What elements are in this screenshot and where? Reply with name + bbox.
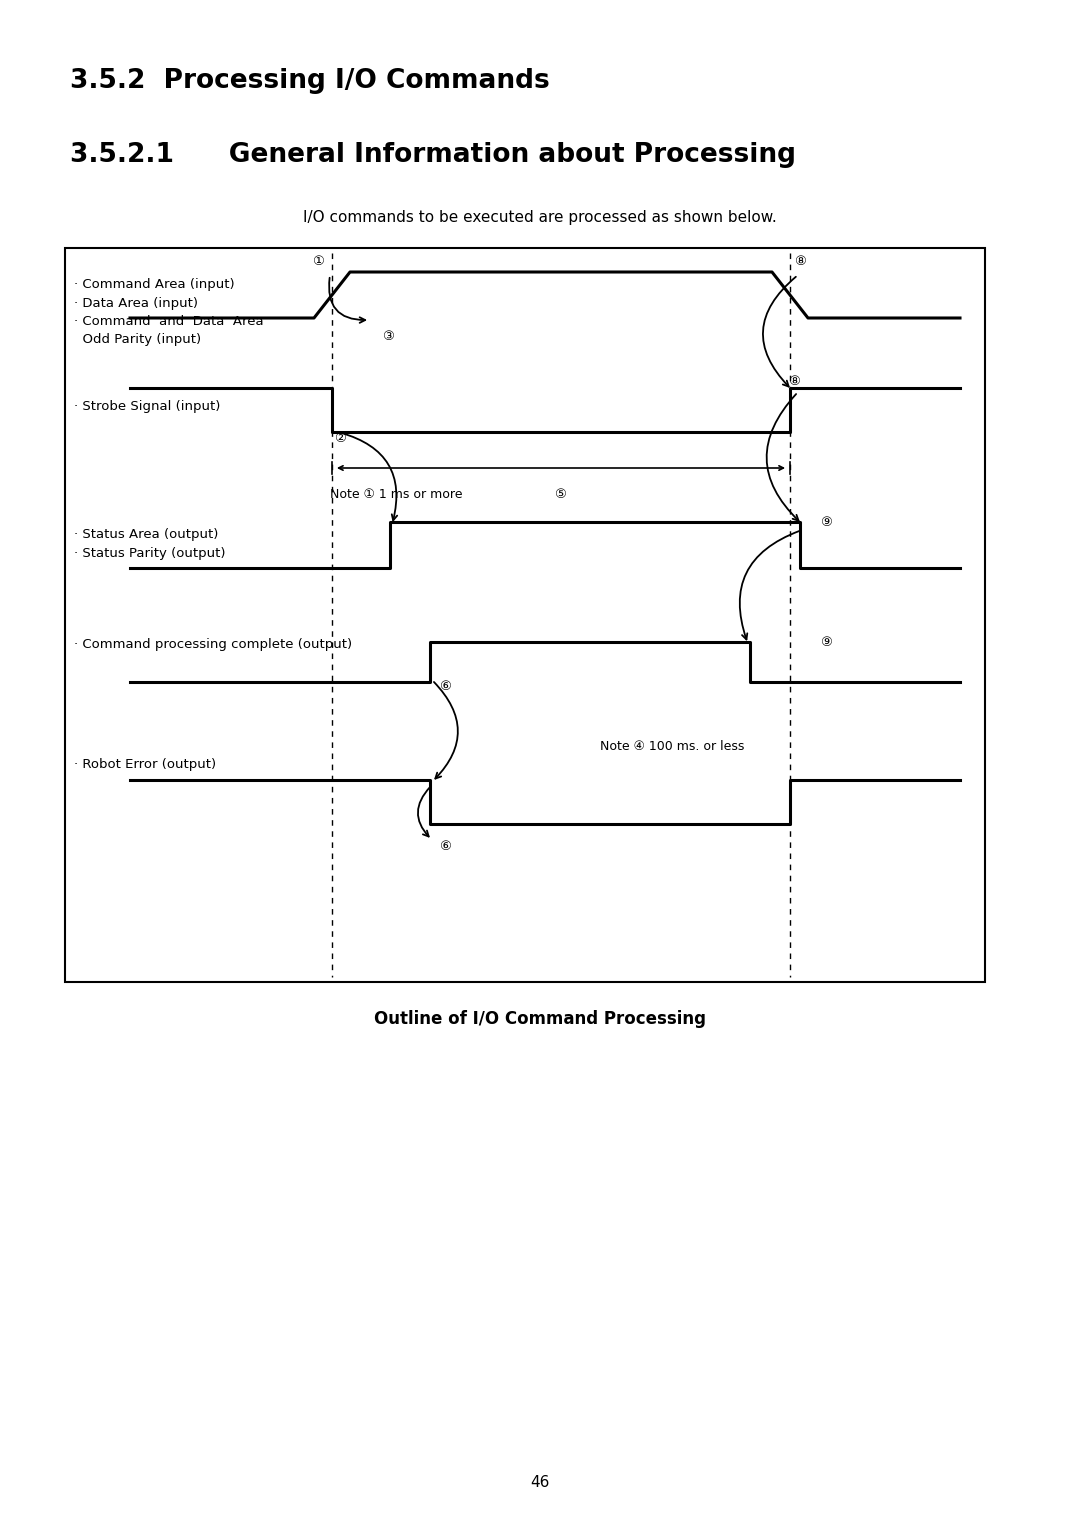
Bar (65, 248, 985, 983)
Text: · Command processing complete (output): · Command processing complete (output) (75, 639, 352, 651)
Text: · Robot Error (output): · Robot Error (output) (75, 758, 216, 772)
Text: ⑧: ⑧ (794, 255, 806, 267)
Text: Note ④ 100 ms. or less: Note ④ 100 ms. or less (600, 740, 744, 753)
Text: 3.5.2.1      General Information about Processing: 3.5.2.1 General Information about Proces… (70, 142, 796, 168)
Text: ①: ① (312, 255, 324, 267)
Text: ②: ② (334, 432, 346, 445)
Text: · Command Area (input)
· Data Area (input)
· Command  and  Data  Area
  Odd Pari: · Command Area (input) · Data Area (inpu… (75, 278, 264, 347)
Text: ⑨: ⑨ (820, 515, 832, 529)
Text: · Status Area (output)
· Status Parity (output): · Status Area (output) · Status Parity (… (75, 529, 226, 559)
Text: ⑥: ⑥ (440, 680, 451, 694)
Text: ⑨: ⑨ (820, 636, 832, 648)
Text: Outline of I/O Command Processing: Outline of I/O Command Processing (374, 1010, 706, 1028)
Text: 3.5.2  Processing I/O Commands: 3.5.2 Processing I/O Commands (70, 69, 550, 95)
Text: ⑥: ⑥ (440, 840, 451, 853)
Text: ⑧: ⑧ (788, 374, 800, 388)
Text: ⑤: ⑤ (554, 487, 566, 501)
Text: · Strobe Signal (input): · Strobe Signal (input) (75, 400, 220, 413)
Text: I/O commands to be executed are processed as shown below.: I/O commands to be executed are processe… (303, 209, 777, 225)
Text: Note ① 1 ms or more: Note ① 1 ms or more (330, 487, 462, 501)
Text: ③: ③ (382, 330, 394, 342)
Text: 46: 46 (530, 1475, 550, 1490)
